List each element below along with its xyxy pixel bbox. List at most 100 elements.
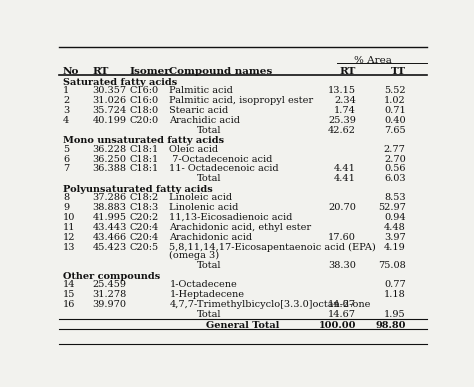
Text: 2.70: 2.70: [384, 155, 406, 164]
Text: Total: Total: [196, 310, 221, 319]
Text: Oleic acid: Oleic acid: [169, 145, 219, 154]
Text: 75.08: 75.08: [378, 261, 406, 270]
Text: 42.62: 42.62: [328, 126, 356, 135]
Text: Total: Total: [196, 126, 221, 135]
Text: 2.77: 2.77: [384, 145, 406, 154]
Text: 4.41: 4.41: [334, 164, 356, 173]
Text: 0.94: 0.94: [384, 213, 406, 222]
Text: Total: Total: [196, 261, 221, 270]
Text: Isomer: Isomer: [129, 67, 170, 76]
Text: 14: 14: [63, 280, 75, 289]
Text: 31.026: 31.026: [92, 96, 127, 105]
Text: 13.15: 13.15: [328, 86, 356, 95]
Text: 14.67: 14.67: [328, 310, 356, 319]
Text: 40.199: 40.199: [92, 116, 126, 125]
Text: 9: 9: [63, 203, 69, 212]
Text: Saturated fatty acids: Saturated fatty acids: [63, 78, 177, 87]
Text: 5.52: 5.52: [384, 86, 406, 95]
Text: 4.48: 4.48: [384, 223, 406, 232]
Text: C20:2: C20:2: [129, 213, 158, 222]
Text: 8.53: 8.53: [384, 194, 406, 202]
Text: 0.40: 0.40: [384, 116, 406, 125]
Text: 31.278: 31.278: [92, 290, 127, 299]
Text: Arachidic acid: Arachidic acid: [169, 116, 240, 125]
Text: 98.80: 98.80: [375, 320, 406, 329]
Text: 2.34: 2.34: [334, 96, 356, 105]
Text: 5: 5: [63, 145, 69, 154]
Text: 1.02: 1.02: [384, 96, 406, 105]
Text: Palmitic acid: Palmitic acid: [169, 86, 233, 95]
Text: 3.97: 3.97: [384, 233, 406, 242]
Text: 1: 1: [63, 86, 69, 95]
Text: C16:0: C16:0: [129, 96, 158, 105]
Text: 36.388: 36.388: [92, 164, 126, 173]
Text: 4.19: 4.19: [384, 243, 406, 252]
Text: RT: RT: [92, 67, 109, 76]
Text: C18:1: C18:1: [129, 155, 158, 164]
Text: 1.95: 1.95: [384, 310, 406, 319]
Text: 20.70: 20.70: [328, 203, 356, 212]
Text: 25.39: 25.39: [328, 116, 356, 125]
Text: 35.724: 35.724: [92, 106, 127, 115]
Text: 4,7,7-Trimethylbicyclo[3.3.0]octan-2-one: 4,7,7-Trimethylbicyclo[3.3.0]octan-2-one: [169, 300, 371, 309]
Text: 0.77: 0.77: [384, 280, 406, 289]
Text: C20:4: C20:4: [129, 223, 158, 232]
Text: 0.71: 0.71: [384, 106, 406, 115]
Text: 16: 16: [63, 300, 75, 309]
Text: 7-Octadecenoic acid: 7-Octadecenoic acid: [169, 155, 273, 164]
Text: 17.60: 17.60: [328, 233, 356, 242]
Text: 41.995: 41.995: [92, 213, 126, 222]
Text: TT: TT: [391, 67, 406, 76]
Text: 37.286: 37.286: [92, 194, 127, 202]
Text: (omega 3): (omega 3): [169, 252, 219, 260]
Text: 5,8,11,14,17-Eicosapentaenoic acid (EPA): 5,8,11,14,17-Eicosapentaenoic acid (EPA): [169, 243, 376, 252]
Text: Palmitic acid, isopropyl ester: Palmitic acid, isopropyl ester: [169, 96, 314, 105]
Text: 11: 11: [63, 223, 75, 232]
Text: Total: Total: [196, 174, 221, 183]
Text: Other compounds: Other compounds: [63, 272, 160, 281]
Text: 0.56: 0.56: [384, 164, 406, 173]
Text: 100.00: 100.00: [319, 320, 356, 329]
Text: 1.18: 1.18: [384, 290, 406, 299]
Text: Linoleic acid: Linoleic acid: [169, 194, 233, 202]
Text: No: No: [63, 67, 79, 76]
Text: 43.466: 43.466: [92, 233, 127, 242]
Text: 45.423: 45.423: [92, 243, 127, 252]
Text: 6.03: 6.03: [384, 174, 406, 183]
Text: 7: 7: [63, 164, 69, 173]
Text: Stearic acid: Stearic acid: [169, 106, 228, 115]
Text: 30.357: 30.357: [92, 86, 127, 95]
Text: C20:0: C20:0: [129, 116, 158, 125]
Text: 1-Heptadecene: 1-Heptadecene: [169, 290, 245, 299]
Text: 43.443: 43.443: [92, 223, 127, 232]
Text: 3: 3: [63, 106, 69, 115]
Text: C20:4: C20:4: [129, 233, 158, 242]
Text: C18:2: C18:2: [129, 194, 158, 202]
Text: General Total: General Total: [206, 320, 280, 329]
Text: 4: 4: [63, 116, 69, 125]
Text: Polyunsaturated fatty acids: Polyunsaturated fatty acids: [63, 185, 213, 194]
Text: C18:1: C18:1: [129, 164, 158, 173]
Text: Arachidonic acid, ethyl ester: Arachidonic acid, ethyl ester: [169, 223, 311, 232]
Text: C16:0: C16:0: [129, 86, 158, 95]
Text: 15: 15: [63, 290, 75, 299]
Text: 11- Octadecenoic acid: 11- Octadecenoic acid: [169, 164, 279, 173]
Text: Linolenic acid: Linolenic acid: [169, 203, 239, 212]
Text: 36.250: 36.250: [92, 155, 126, 164]
Text: 4.41: 4.41: [334, 174, 356, 183]
Text: 1.74: 1.74: [334, 106, 356, 115]
Text: 8: 8: [63, 194, 69, 202]
Text: 2: 2: [63, 96, 69, 105]
Text: 39.970: 39.970: [92, 300, 126, 309]
Text: Compound names: Compound names: [169, 67, 273, 76]
Text: RT: RT: [340, 67, 356, 76]
Text: C18:1: C18:1: [129, 145, 158, 154]
Text: 25.459: 25.459: [92, 280, 126, 289]
Text: 38.883: 38.883: [92, 203, 126, 212]
Text: 7.65: 7.65: [384, 126, 406, 135]
Text: 11,13-Eicosadienoic acid: 11,13-Eicosadienoic acid: [169, 213, 293, 222]
Text: 1-Octadecene: 1-Octadecene: [169, 280, 237, 289]
Text: Mono unsaturated fatty acids: Mono unsaturated fatty acids: [63, 137, 224, 146]
Text: 38.30: 38.30: [328, 261, 356, 270]
Text: 12: 12: [63, 233, 75, 242]
